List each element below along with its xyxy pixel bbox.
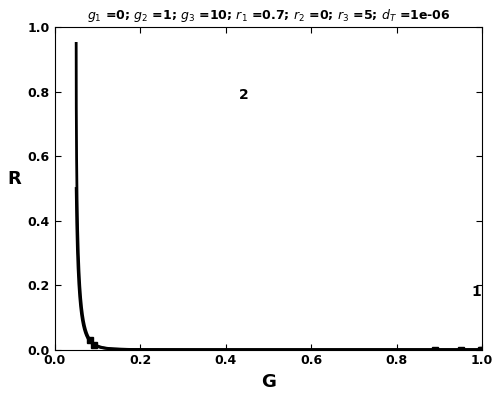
Title: $g_1$ =0; $g_2$ =1; $g_3$ =10; $r_1$ =0.7; $r_2$ =0; $r_3$ =5; $d_T$ =1e-06: $g_1$ =0; $g_2$ =1; $g_3$ =10; $r_1$ =0.… [86,7,450,24]
Y-axis label: R: R [7,170,20,189]
X-axis label: G: G [261,373,276,391]
Text: 2: 2 [238,88,248,102]
Text: 1: 1 [472,285,481,298]
